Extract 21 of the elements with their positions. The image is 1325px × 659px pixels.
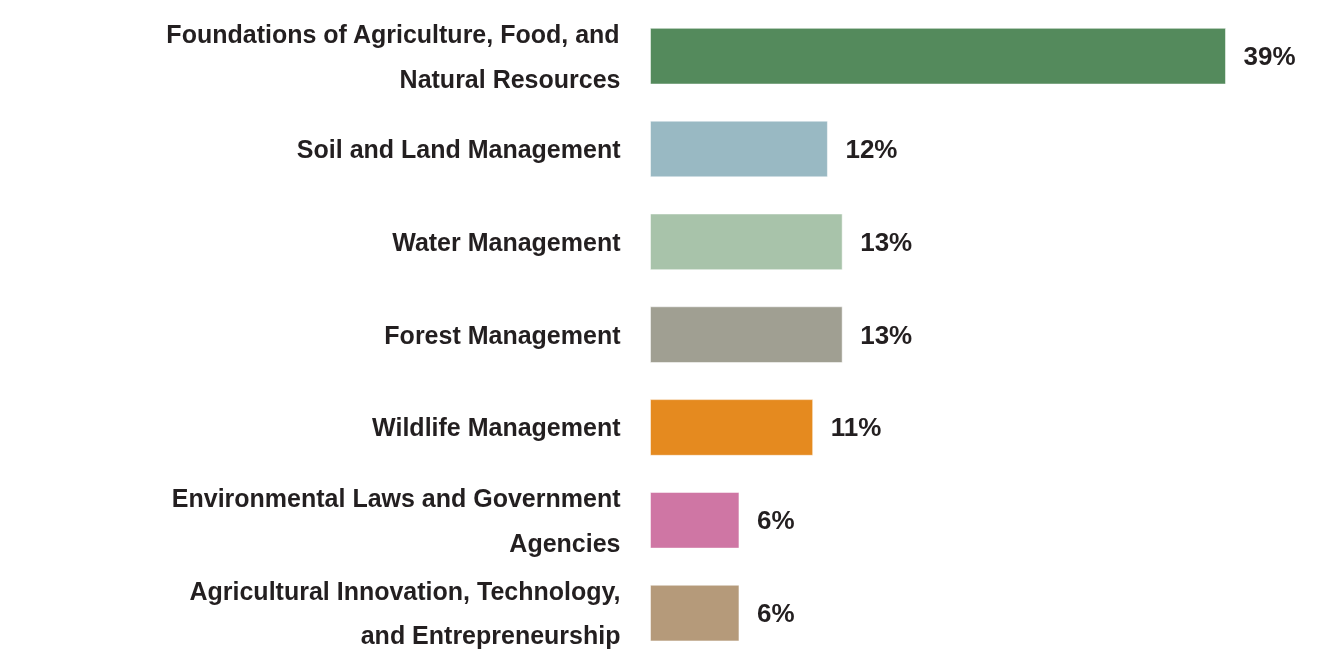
bar (650, 491, 740, 549)
data-label: 6% (756, 505, 795, 536)
bar (650, 213, 843, 271)
data-label: 12% (845, 134, 898, 165)
bar (650, 306, 843, 363)
data-label: 13% (860, 319, 913, 350)
data-label: 6% (756, 598, 795, 629)
y-tick-label: Foundations of Agriculture, Food, and Natural Resources (166, 19, 621, 93)
bar (650, 27, 1226, 85)
y-tick-label: Agricultural Innovation, Technology, and Entrepreneurship (189, 576, 621, 650)
y-tick-label: Water Management (392, 227, 622, 256)
y-tick-label: Soil and Land Management (296, 135, 622, 164)
y-tick-label: Wildlife Management (372, 413, 622, 442)
data-label: 39% (1243, 41, 1296, 72)
data-label: 13% (860, 226, 913, 257)
bar (650, 120, 828, 178)
bar (650, 399, 814, 456)
data-label: 11% (830, 412, 882, 443)
bar (650, 584, 740, 642)
y-tick-label: Environmental Laws and Government Agencies (171, 483, 622, 557)
y-tick-label: Forest Management (384, 320, 622, 349)
